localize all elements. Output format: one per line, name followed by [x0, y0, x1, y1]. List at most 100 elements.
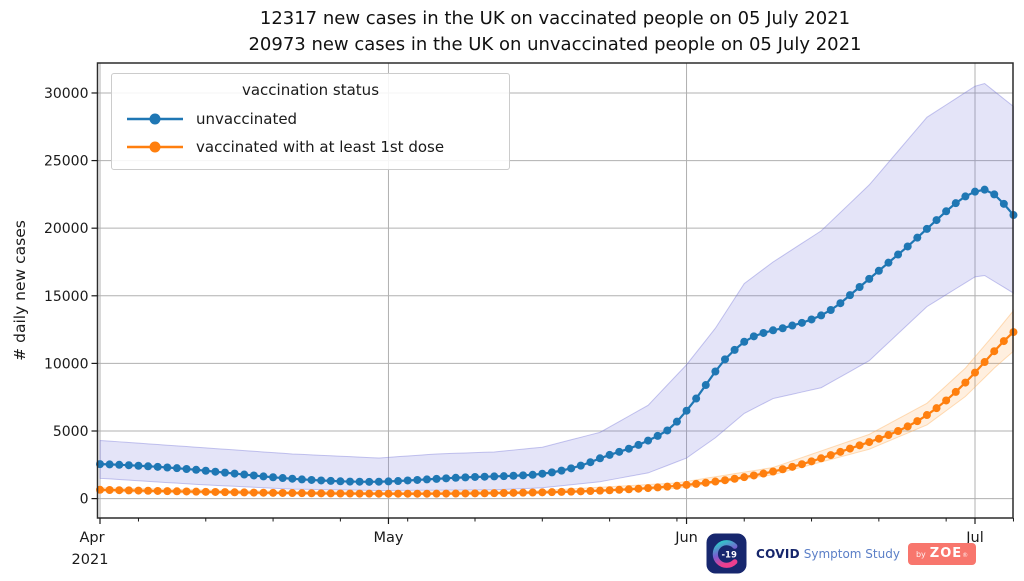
data-point	[432, 474, 441, 483]
data-point	[913, 233, 922, 242]
data-point	[951, 199, 960, 208]
data-point	[105, 486, 114, 495]
data-point	[990, 190, 999, 199]
covid-app-icon: -19	[706, 533, 747, 574]
legend: vaccination status unvaccinated vaccinat…	[111, 73, 510, 170]
data-point	[865, 274, 874, 283]
covid-wordmark-bold: COVID	[756, 546, 800, 561]
badge-by-text: by	[915, 549, 926, 559]
data-point	[596, 454, 604, 463]
by-zoe-badge: by ZOE ®	[907, 542, 977, 565]
data-point	[855, 283, 864, 292]
data-point	[567, 464, 576, 473]
y-tick-label: 20000	[44, 221, 89, 237]
data-point	[394, 477, 403, 486]
data-point	[605, 450, 614, 459]
chart-title: 12317 new cases in the UK on vaccinated …	[97, 6, 1013, 58]
data-point	[672, 481, 681, 490]
data-point	[249, 488, 258, 497]
legend-entry-unvaccinated: unvaccinated	[120, 105, 501, 133]
data-point	[144, 462, 153, 471]
y-axis-label: # daily new cases	[11, 220, 29, 361]
data-point	[519, 471, 528, 480]
data-point	[249, 471, 258, 480]
data-point	[134, 486, 143, 495]
data-point	[153, 486, 162, 495]
data-point	[922, 411, 931, 420]
data-point	[480, 472, 489, 481]
data-point	[240, 470, 249, 479]
data-point	[519, 488, 528, 497]
data-point	[278, 488, 287, 497]
data-point	[115, 460, 124, 469]
data-point	[826, 305, 835, 314]
data-point	[365, 489, 374, 498]
data-point	[307, 489, 316, 498]
data-point	[817, 311, 826, 320]
data-point	[644, 484, 653, 493]
data-point	[230, 488, 239, 497]
data-point	[269, 473, 278, 482]
data-point	[355, 477, 364, 486]
data-point	[557, 487, 566, 496]
data-point	[538, 469, 547, 478]
data-point	[567, 487, 576, 496]
y-tick-label: 0	[80, 492, 89, 508]
data-point	[499, 488, 508, 497]
legend-title: vaccination status	[241, 81, 380, 99]
data-point	[288, 474, 297, 483]
data-point	[172, 464, 181, 473]
data-point	[221, 468, 229, 477]
data-point	[365, 477, 374, 486]
data-point	[961, 192, 970, 201]
data-point	[942, 207, 951, 216]
data-point	[663, 426, 672, 435]
data-point	[769, 326, 778, 335]
data-point	[422, 475, 431, 484]
y-tick-label: 30000	[44, 86, 89, 102]
data-point	[884, 258, 893, 267]
data-point	[999, 199, 1008, 208]
data-point	[596, 486, 604, 495]
data-point	[451, 489, 460, 498]
data-point	[471, 489, 479, 498]
covid-wordmark: COVID Symptom Study	[756, 547, 900, 561]
data-point	[721, 355, 729, 364]
data-point	[874, 266, 883, 275]
data-point	[730, 345, 739, 354]
data-point	[557, 466, 566, 475]
data-point	[663, 482, 672, 491]
data-point	[836, 447, 845, 456]
data-point	[769, 467, 778, 476]
data-point	[759, 328, 768, 337]
data-point	[259, 472, 268, 481]
data-point	[846, 444, 854, 453]
data-point	[259, 488, 268, 497]
legend-label-unvaccinated: unvaccinated	[196, 110, 298, 128]
data-point	[624, 485, 633, 494]
data-point	[788, 321, 797, 330]
data-point	[442, 474, 451, 483]
data-point	[990, 347, 999, 356]
data-point	[278, 474, 287, 483]
data-point	[134, 461, 143, 470]
data-point	[586, 487, 595, 496]
data-point	[211, 487, 220, 496]
data-point	[778, 324, 787, 333]
data-point	[499, 472, 508, 481]
x-tick-label: May	[373, 530, 403, 546]
data-point	[682, 480, 691, 489]
data-point	[874, 434, 883, 443]
data-point	[240, 488, 249, 497]
x-tick-label: Jul	[965, 530, 984, 546]
y-tick-label: 10000	[44, 356, 89, 372]
data-point	[413, 489, 422, 498]
data-point	[576, 461, 585, 470]
data-point	[461, 489, 470, 498]
data-point	[913, 417, 922, 426]
data-point	[394, 489, 403, 498]
data-point	[346, 489, 354, 498]
zoe-logo: -19 COVID Symptom Study by ZOE ®	[706, 533, 977, 574]
data-point	[115, 486, 124, 495]
data-point	[384, 489, 393, 498]
